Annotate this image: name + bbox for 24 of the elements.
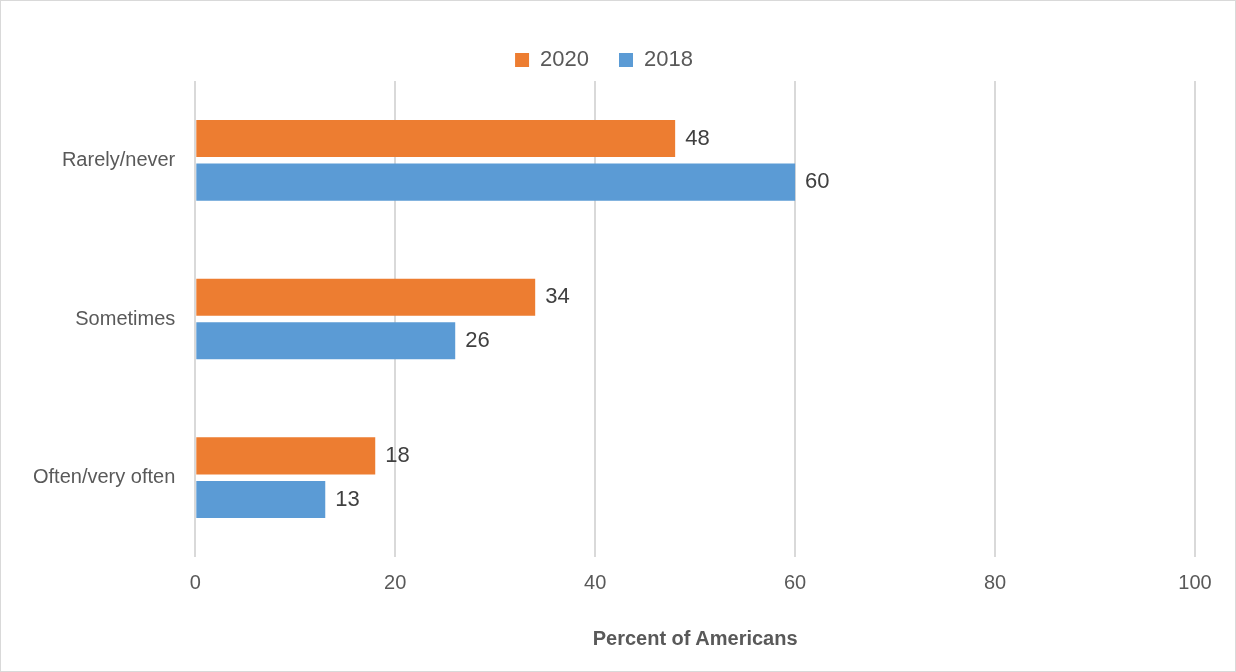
bar	[196, 480, 326, 519]
x-tick-label: 100	[1178, 570, 1212, 593]
legend-label: 2020	[540, 46, 590, 72]
x-tick-label: 80	[983, 570, 1007, 593]
bar	[196, 278, 536, 316]
y-tick-label: Often/very often	[33, 465, 176, 488]
data-label: 48	[685, 124, 710, 150]
data-label: 34	[545, 283, 570, 309]
x-tick-label: 40	[584, 570, 607, 593]
bar	[196, 163, 796, 201]
data-label: 26	[465, 326, 490, 352]
x-axis-title: Percent of Americans	[592, 626, 798, 649]
bar	[196, 437, 376, 475]
legend-label: 2018	[644, 46, 693, 72]
x-tick-label: 0	[189, 570, 201, 593]
data-label: 60	[805, 168, 830, 194]
data-label: 13	[335, 485, 360, 511]
x-tick-label: 20	[384, 570, 407, 593]
y-tick-label: Sometimes	[75, 306, 176, 329]
data-label: 18	[385, 441, 410, 467]
x-tick-label: 60	[783, 570, 807, 593]
bar	[196, 119, 676, 158]
y-tick-label: Rarely/never	[61, 147, 176, 170]
bar	[196, 322, 456, 360]
